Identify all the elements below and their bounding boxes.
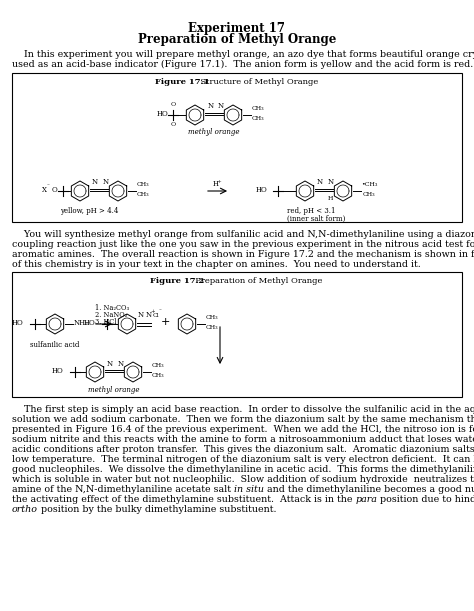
Text: O: O: [171, 103, 175, 108]
Text: CH₃: CH₃: [206, 315, 219, 320]
Text: N: N: [92, 178, 98, 186]
Text: N: N: [317, 178, 323, 186]
Text: which is soluble in water but not nucleophilic.  Slow addition of sodium hydroxi: which is soluble in water but not nucleo…: [12, 475, 474, 484]
Text: CH₃: CH₃: [137, 192, 150, 197]
Text: CH₃: CH₃: [152, 373, 164, 378]
Text: N: N: [107, 359, 113, 367]
Text: of this chemistry is in your text in the chapter on amines.  You need to underst: of this chemistry is in your text in the…: [12, 260, 421, 269]
Text: N: N: [146, 311, 152, 319]
Bar: [12, 272, 462, 397]
Text: NH₂: NH₂: [74, 319, 89, 327]
Text: position due to hindrance at the: position due to hindrance at the: [377, 495, 474, 504]
Text: and the dimethylaniline becomes a good nucleophile due to: and the dimethylaniline becomes a good n…: [264, 485, 474, 494]
Text: amine of the N,N-dimethylaniline acetate salt: amine of the N,N-dimethylaniline acetate…: [12, 485, 234, 494]
Text: N: N: [103, 178, 109, 186]
Text: used as an acid-base indicator (Figure 17.1).  The anion form is yellow and the : used as an acid-base indicator (Figure 1…: [12, 60, 473, 69]
Text: CH₃: CH₃: [252, 106, 264, 111]
Text: aromatic amines.  The overall reaction is shown in Figure 17.2 and the mechanism: aromatic amines. The overall reaction is…: [12, 250, 474, 259]
Text: HO: HO: [255, 186, 267, 194]
Text: Experiment 17: Experiment 17: [189, 22, 285, 35]
Text: sulfanilic acid: sulfanilic acid: [30, 341, 79, 349]
Text: 1. Na₂CO₃: 1. Na₂CO₃: [95, 304, 129, 312]
Text: ⁻: ⁻: [47, 185, 50, 189]
Text: HO: HO: [83, 319, 95, 327]
Text: para: para: [356, 495, 377, 504]
Text: Preparation of Methyl Orange: Preparation of Methyl Orange: [138, 33, 336, 46]
Text: Cl: Cl: [153, 313, 160, 318]
Text: Preparation of Methyl Orange: Preparation of Methyl Orange: [190, 277, 322, 285]
Text: CH₃: CH₃: [363, 192, 375, 197]
Text: O: O: [52, 186, 58, 194]
Text: methyl orange: methyl orange: [188, 128, 240, 136]
Text: HO: HO: [51, 367, 63, 375]
Text: CH₃: CH₃: [137, 182, 150, 187]
Text: The first step is simply an acid base reaction.  In order to dissolve the sulfan: The first step is simply an acid base re…: [12, 405, 474, 414]
Text: X: X: [42, 186, 47, 194]
Text: low temperature.  The terminal nitrogen of the diazonium salt is very electron d: low temperature. The terminal nitrogen o…: [12, 455, 474, 464]
Text: in situ: in situ: [234, 485, 264, 494]
Text: O: O: [171, 122, 175, 128]
Text: solution we add sodium carbonate.  Then we form the diazonium salt by the same m: solution we add sodium carbonate. Then w…: [12, 415, 474, 424]
Text: coupling reaction just like the one you saw in the previous experiment in the ni: coupling reaction just like the one you …: [12, 240, 474, 249]
Text: ortho: ortho: [12, 505, 38, 514]
Text: N: N: [138, 311, 144, 319]
Text: N: N: [118, 359, 124, 367]
Text: You will synthesize methyl orange from sulfanilic acid and N,N-dimethylaniline u: You will synthesize methyl orange from s…: [12, 230, 474, 239]
Text: (inner salt form): (inner salt form): [287, 215, 346, 223]
Text: position by the bulky dimethylamine substituent.: position by the bulky dimethylamine subs…: [38, 505, 276, 514]
Text: CH₃: CH₃: [152, 363, 164, 368]
Text: HO: HO: [11, 319, 23, 327]
Bar: [12, 73, 462, 222]
Text: Figure 17.2: Figure 17.2: [150, 277, 204, 285]
Text: +: +: [160, 317, 170, 327]
Text: methyl orange: methyl orange: [88, 386, 140, 394]
Text: •CH₃: •CH₃: [361, 182, 377, 187]
Text: good nucleophiles.  We dissolve the dimethylaniline in acetic acid.  This forms : good nucleophiles. We dissolve the dimet…: [12, 465, 474, 474]
Text: yellow, pH > 4.4: yellow, pH > 4.4: [60, 207, 118, 215]
Text: ⁻: ⁻: [159, 309, 162, 314]
Text: CH₃: CH₃: [252, 116, 264, 121]
Text: Structure of Methyl Orange: Structure of Methyl Orange: [195, 78, 318, 86]
Text: sodium nitrite and this reacts with the amine to form a nitrosoammonium adduct t: sodium nitrite and this reacts with the …: [12, 435, 474, 444]
Text: presented in Figure 16.4 of the previous experiment.  When we add the HCl, the n: presented in Figure 16.4 of the previous…: [12, 425, 474, 434]
Text: HO: HO: [156, 110, 168, 118]
Text: Figure 17.1: Figure 17.1: [155, 78, 210, 86]
Text: N: N: [328, 178, 334, 186]
Text: 3. HCl: 3. HCl: [95, 318, 117, 326]
Text: In this experiment you will prepare methyl orange, an azo dye that forms beautif: In this experiment you will prepare meth…: [12, 50, 474, 59]
Text: +: +: [150, 309, 155, 314]
Text: H: H: [328, 196, 333, 201]
Text: acidic conditions after proton transfer.  This gives the diazonium salt.  Aromat: acidic conditions after proton transfer.…: [12, 445, 474, 454]
Text: CH₃: CH₃: [206, 325, 219, 330]
Text: N: N: [218, 103, 224, 111]
Text: N: N: [208, 103, 214, 111]
Text: 2. NaNO₂: 2. NaNO₂: [95, 311, 128, 319]
Text: the activating effect of the dimethylamine substituent.  Attack is in the: the activating effect of the dimethylami…: [12, 495, 356, 504]
Text: H⁺: H⁺: [213, 180, 222, 188]
Text: red, pH < 3.1: red, pH < 3.1: [287, 207, 336, 215]
